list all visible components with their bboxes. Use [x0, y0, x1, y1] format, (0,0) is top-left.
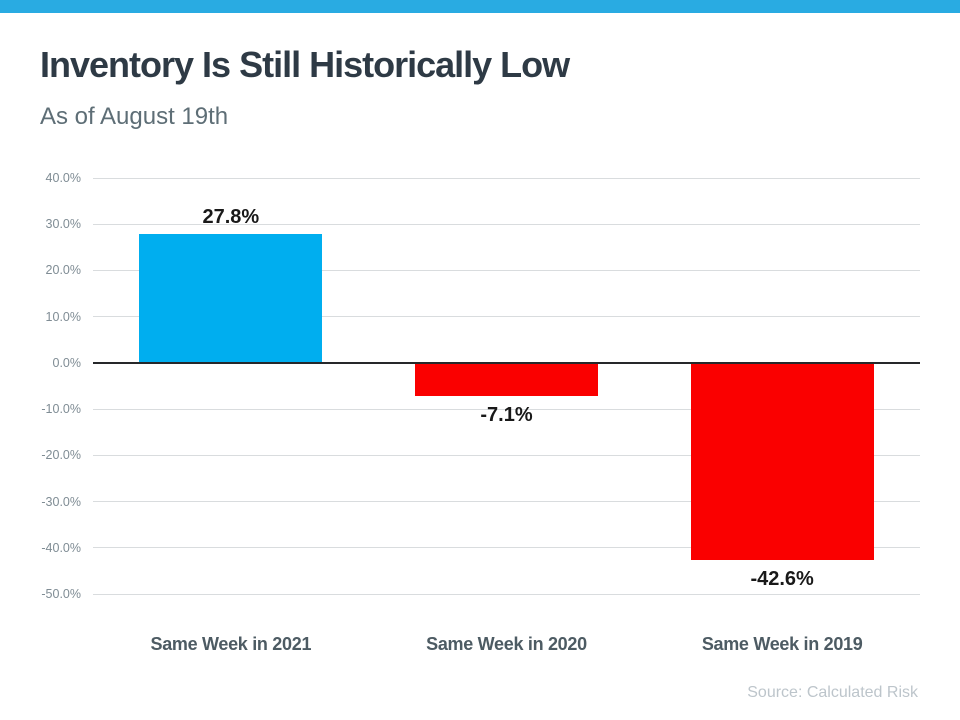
x-axis-category-label: Same Week in 2019 [701, 634, 863, 654]
gridline [93, 408, 920, 410]
gridline [93, 454, 920, 456]
bar-value-label: -7.1% [480, 403, 533, 426]
page-title: Inventory Is Still Historically Low [40, 44, 570, 85]
source-attribution: Source: Calculated Risk [747, 684, 918, 701]
bar-value-label: 27.8% [202, 206, 260, 229]
y-axis-tick-label: 30.0% [45, 217, 81, 232]
top-accent-bar [0, 0, 960, 13]
gridline [93, 316, 920, 318]
x-axis-category-label: Same Week in 2020 [426, 634, 587, 654]
bar [415, 362, 598, 396]
gridline [93, 593, 920, 595]
gridline [93, 177, 920, 179]
chart-plot-area [93, 177, 920, 595]
y-axis-tick-label: -20.0% [41, 448, 81, 463]
bar-value-label: -42.6% [750, 567, 814, 590]
y-axis-tick-label: -10.0% [41, 402, 81, 417]
gridline [93, 547, 920, 549]
y-axis-tick-label: -30.0% [41, 494, 81, 509]
y-axis-tick-label: 20.0% [45, 263, 81, 278]
y-axis-tick-label: -50.0% [41, 587, 81, 601]
x-axis-category-label: Same Week in 2021 [150, 634, 312, 654]
y-axis-tick-label: 10.0% [45, 309, 81, 324]
y-axis-tick-label: 40.0% [45, 171, 81, 185]
y-axis-tick-label: 0.0% [52, 355, 82, 370]
y-axis-tick-label: -40.0% [41, 540, 81, 555]
gridline [93, 269, 920, 271]
gridline [93, 223, 920, 225]
page-subtitle: As of August 19th [40, 103, 229, 130]
gridline [93, 501, 920, 503]
zero-axis-line [93, 361, 920, 364]
bar [139, 234, 323, 363]
bar [690, 362, 874, 560]
